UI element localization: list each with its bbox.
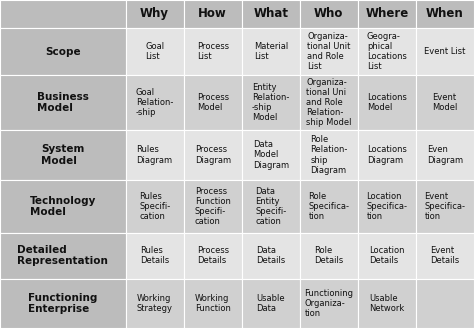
Bar	[0, 75, 126, 130]
Text: Process
Function
Specifi-
cation: Process Function Specifi- cation	[195, 187, 231, 226]
Text: Organiza-
tional Uni
and Role
Relation-
ship Model: Organiza- tional Uni and Role Relation- …	[306, 78, 352, 127]
Bar	[126, 0, 184, 28]
Text: Event List: Event List	[424, 47, 465, 56]
Text: Locations
Diagram: Locations Diagram	[367, 145, 407, 165]
Text: Functioning
Enterprise: Functioning Enterprise	[28, 293, 98, 314]
Text: Functioning
Organiza-
tion: Functioning Organiza- tion	[304, 289, 353, 318]
Text: How: How	[198, 8, 227, 20]
Text: Location
Details: Location Details	[369, 246, 405, 265]
Text: Data
Details: Data Details	[256, 246, 285, 265]
Text: Event
Details: Event Details	[430, 246, 460, 265]
Text: Process
Model: Process Model	[197, 93, 229, 112]
Bar	[184, 75, 242, 130]
Bar	[416, 279, 474, 328]
Bar	[184, 279, 242, 328]
Text: Rules
Diagram: Rules Diagram	[137, 145, 173, 165]
Text: Technology
Model: Technology Model	[29, 196, 96, 217]
Bar	[0, 180, 126, 233]
Bar	[184, 233, 242, 279]
Bar	[242, 279, 300, 328]
Bar	[242, 0, 300, 28]
Text: Working
Function: Working Function	[195, 294, 231, 313]
Text: Location
Specifica-
tion: Location Specifica- tion	[366, 192, 407, 221]
Text: Detailed
Representation: Detailed Representation	[18, 245, 108, 266]
Text: When: When	[426, 8, 464, 20]
Bar	[184, 130, 242, 180]
Text: Material
List: Material List	[254, 42, 288, 61]
Text: Usable
Network: Usable Network	[369, 294, 404, 313]
Bar	[126, 28, 184, 75]
Bar	[358, 75, 416, 130]
Text: Working
Strategy: Working Strategy	[137, 294, 173, 313]
Text: Event
Model: Event Model	[432, 93, 458, 112]
Text: System
Model: System Model	[41, 144, 84, 166]
Bar	[242, 75, 300, 130]
Bar	[126, 233, 184, 279]
Bar	[358, 279, 416, 328]
Bar	[126, 180, 184, 233]
Bar	[416, 0, 474, 28]
Bar	[300, 130, 358, 180]
Bar	[358, 130, 416, 180]
Bar	[242, 233, 300, 279]
Bar	[0, 28, 126, 75]
Bar	[0, 130, 126, 180]
Bar	[416, 233, 474, 279]
Bar	[300, 180, 358, 233]
Bar	[300, 0, 358, 28]
Text: Scope: Scope	[45, 47, 81, 57]
Bar	[242, 28, 300, 75]
Bar	[184, 28, 242, 75]
Text: Data
Model
Diagram: Data Model Diagram	[253, 140, 289, 170]
Bar	[416, 180, 474, 233]
Text: Organiza-
tional Unit
and Role
List: Organiza- tional Unit and Role List	[307, 32, 351, 71]
Bar	[184, 0, 242, 28]
Bar	[358, 233, 416, 279]
Bar	[0, 233, 126, 279]
Text: Event
Specifica-
tion: Event Specifica- tion	[425, 192, 465, 221]
Text: Rules
Specifi-
cation: Rules Specifi- cation	[139, 192, 170, 221]
Bar	[242, 180, 300, 233]
Bar	[416, 28, 474, 75]
Bar	[358, 0, 416, 28]
Text: Role
Specifica-
tion: Role Specifica- tion	[309, 192, 349, 221]
Text: Data
Entity
Specifi-
cation: Data Entity Specifi- cation	[255, 187, 286, 226]
Bar	[126, 130, 184, 180]
Text: Process
Diagram: Process Diagram	[195, 145, 231, 165]
Text: Geogra-
phical
Locations
List: Geogra- phical Locations List	[367, 32, 407, 71]
Bar	[300, 233, 358, 279]
Bar	[358, 28, 416, 75]
Text: Business
Model: Business Model	[37, 92, 89, 113]
Text: Goal
Relation-
-ship: Goal Relation- -ship	[136, 88, 173, 117]
Bar	[300, 279, 358, 328]
Bar	[126, 75, 184, 130]
Text: Goal
List: Goal List	[145, 42, 164, 61]
Bar	[0, 0, 126, 28]
Text: Locations
Model: Locations Model	[367, 93, 407, 112]
Text: Process
Details: Process Details	[197, 246, 229, 265]
Text: Why: Why	[140, 8, 169, 20]
Text: Rules
Details: Rules Details	[140, 246, 169, 265]
Bar	[300, 28, 358, 75]
Bar	[416, 75, 474, 130]
Text: Usable
Data: Usable Data	[256, 294, 285, 313]
Text: Role
Details: Role Details	[314, 246, 344, 265]
Bar	[184, 180, 242, 233]
Text: Where: Where	[365, 8, 409, 20]
Bar	[126, 279, 184, 328]
Text: Entity
Relation-
-ship
Model: Entity Relation- -ship Model	[252, 83, 290, 122]
Bar	[242, 130, 300, 180]
Bar	[300, 75, 358, 130]
Text: What: What	[253, 8, 288, 20]
Text: Role
Relation-
ship
Diagram: Role Relation- ship Diagram	[310, 135, 347, 174]
Bar	[0, 279, 126, 328]
Bar	[416, 130, 474, 180]
Text: Who: Who	[314, 8, 344, 20]
Text: Process
List: Process List	[197, 42, 229, 61]
Bar	[358, 180, 416, 233]
Text: Even
Diagram: Even Diagram	[427, 145, 463, 165]
